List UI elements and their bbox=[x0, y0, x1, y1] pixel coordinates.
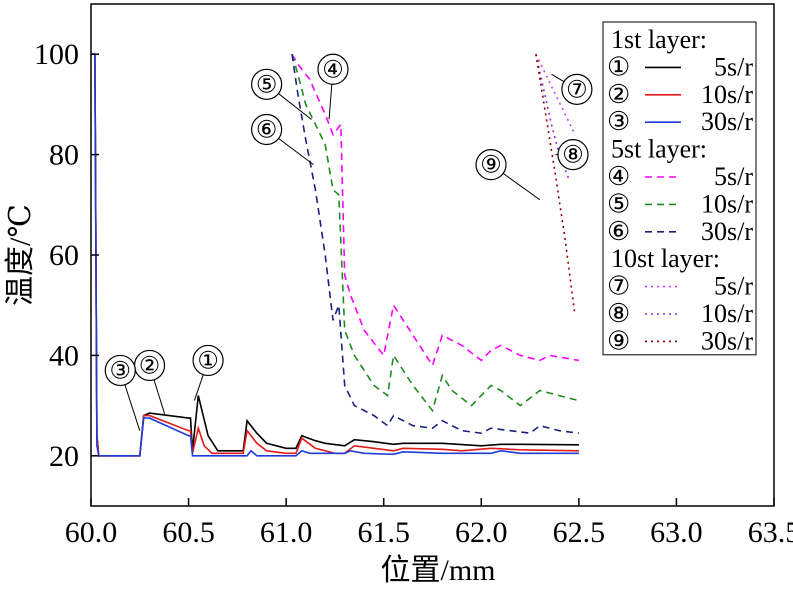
legend-header: 5st layer: bbox=[611, 135, 707, 164]
series-line-8 bbox=[535, 54, 570, 180]
legend-marker: ② bbox=[607, 80, 630, 109]
legend-label: 10s/r bbox=[701, 189, 753, 218]
annotation-marker bbox=[317, 53, 349, 85]
legend-marker: ① bbox=[607, 52, 630, 81]
legend-label: 30s/r bbox=[701, 217, 753, 246]
legend-label: 30s/r bbox=[701, 326, 753, 355]
y-tick-label: 80 bbox=[49, 139, 79, 172]
annotation-label: ⑤ bbox=[256, 72, 278, 98]
annotation-label: ⑧ bbox=[562, 143, 584, 169]
legend-box bbox=[602, 21, 757, 356]
legend-label: 5s/r bbox=[714, 272, 753, 301]
annotation-marker bbox=[475, 149, 507, 181]
y-tick-label: 100 bbox=[34, 38, 79, 71]
series-line-5 bbox=[291, 53, 580, 413]
annotation-label: ⑦ bbox=[566, 77, 588, 103]
x-tick-label: 63.5 bbox=[748, 516, 793, 549]
legend-marker: ④ bbox=[607, 162, 630, 191]
x-tick-label: 60.0 bbox=[65, 516, 118, 549]
annotation-label: ④ bbox=[322, 57, 344, 83]
x-tick-label: 61.5 bbox=[357, 516, 410, 549]
legend-header: 1st layer: bbox=[611, 25, 707, 54]
x-tick-label: 63.0 bbox=[650, 516, 703, 549]
legend-marker: ③ bbox=[607, 107, 630, 136]
annotation-label: ⑥ bbox=[256, 118, 278, 144]
series-line-4 bbox=[291, 53, 580, 368]
x-tick-label: 62.5 bbox=[553, 516, 606, 549]
tick-layer: 60.0 60.5 61.0 61.5 62.0 62.5 63.0 63.5 20 40 60 80… bbox=[34, 38, 793, 549]
legend-label: 10s/r bbox=[701, 299, 753, 328]
y-axis-title: 温度/℃ bbox=[4, 204, 37, 306]
legend-marker: ⑨ bbox=[607, 326, 630, 355]
legend-marker: ⑥ bbox=[607, 217, 630, 246]
series-line-3 bbox=[91, 53, 579, 457]
annotation-label: ② bbox=[139, 353, 161, 379]
annotation-label: ③ bbox=[110, 358, 132, 384]
x-tick-label: 61.0 bbox=[260, 516, 313, 549]
y-tick-label: 40 bbox=[49, 339, 79, 372]
legend-label: 5s/r bbox=[714, 162, 753, 191]
annotation-marker bbox=[561, 73, 593, 105]
x-tick-label: 60.5 bbox=[162, 516, 215, 549]
annotation-marker bbox=[104, 354, 136, 387]
annotation-marker bbox=[557, 139, 589, 171]
legend-marker: ⑧ bbox=[607, 299, 630, 328]
series-line-6 bbox=[291, 54, 580, 435]
annotation-layer: ① ②③ ④ ⑤ ⑥ ⑦ ⑧ ⑨ bbox=[104, 53, 593, 431]
annotation-label: ⑨ bbox=[480, 153, 502, 179]
annotation-label: ① bbox=[197, 348, 219, 374]
annotation-marker bbox=[251, 68, 283, 100]
x-axis-title: 位置/mm bbox=[380, 554, 495, 587]
annotation-marker bbox=[251, 113, 283, 146]
legend-marker: ⑤ bbox=[607, 189, 630, 218]
annotation-marker bbox=[192, 344, 224, 377]
legend-label: 5s/r bbox=[714, 52, 753, 81]
series-layer bbox=[91, 53, 580, 457]
y-tick-label: 20 bbox=[49, 440, 79, 473]
x-tick-label: 62.0 bbox=[455, 516, 508, 549]
legend-header: 10st layer: bbox=[611, 244, 720, 273]
legend-label: 30s/r bbox=[701, 107, 753, 136]
series-line-2 bbox=[91, 53, 579, 457]
legend-label: 10s/r bbox=[701, 80, 753, 109]
legend-marker: ⑦ bbox=[607, 272, 630, 301]
y-tick-label: 60 bbox=[49, 239, 79, 272]
